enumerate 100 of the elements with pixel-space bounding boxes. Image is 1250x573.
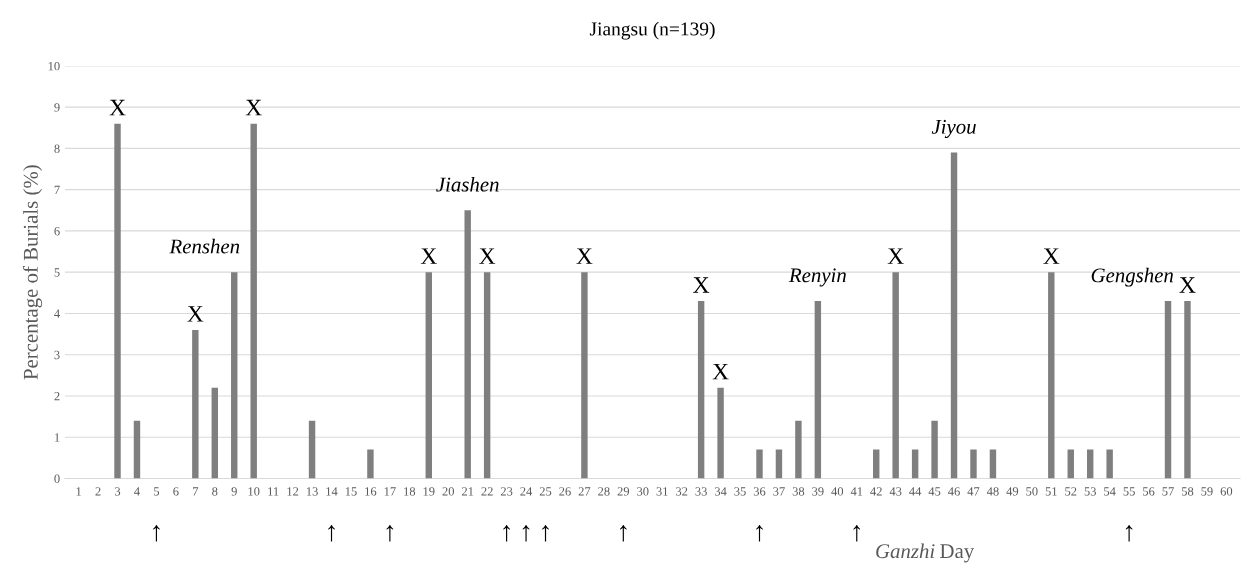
bar: [211, 387, 218, 479]
y-tick-label: 3: [54, 350, 60, 360]
bar: [483, 272, 491, 479]
y-tick-label: 4: [54, 309, 60, 318]
x-tick-label: 22: [481, 487, 493, 496]
x-tick-label: 29: [617, 487, 630, 496]
x-tick-label: 39: [812, 487, 824, 496]
x-tick-label: 9: [231, 487, 237, 496]
bar: [1184, 301, 1191, 479]
bar: [873, 449, 880, 479]
chart-title: Jiangsu (n=139): [589, 21, 715, 40]
x-tick-label: 57: [1162, 487, 1174, 496]
annotation: Gengshen: [1091, 267, 1173, 287]
x-tick-label: 56: [1143, 487, 1155, 496]
x-tick-label: 40: [831, 487, 844, 496]
x-tick-label: 26: [559, 487, 571, 496]
bar: [114, 123, 121, 479]
x-tick-label: 27: [578, 487, 591, 496]
x-tick-label: 24: [520, 487, 533, 496]
x-tick-label: 35: [734, 487, 746, 496]
x-tick-label: 48: [986, 487, 999, 496]
x-tick-label: 15: [345, 487, 357, 496]
bar: [795, 420, 802, 479]
annotation: X: [576, 248, 593, 264]
annotation: X: [187, 306, 204, 322]
bar: [1048, 272, 1055, 479]
x-tick-label: 28: [598, 487, 610, 496]
x-tick-label: 51: [1045, 487, 1057, 496]
bar: [367, 449, 374, 479]
x-tick-label: 20: [442, 487, 455, 496]
annotation: ↑: [386, 525, 394, 542]
annotation: ↑: [542, 525, 549, 542]
x-tick-label: 33: [695, 487, 707, 496]
bar: [1087, 449, 1094, 479]
x-tick-label: 18: [404, 487, 416, 496]
x-tick-label: 55: [1123, 487, 1135, 496]
x-tick-label: 52: [1065, 487, 1077, 496]
x-tick-label: 60: [1220, 487, 1233, 496]
bar: [581, 272, 588, 479]
bar: [970, 449, 977, 479]
annotation: ↑: [756, 525, 763, 542]
x-tick-label: 4: [134, 487, 140, 496]
x-tick-label: 36: [753, 487, 766, 496]
x-tick-label: 38: [792, 487, 805, 496]
annotation: X: [712, 363, 729, 380]
y-axis-title: Percentage of Burials (%): [22, 165, 43, 380]
x-tick-label: 30: [637, 487, 649, 496]
bar: [231, 272, 238, 479]
bar: [775, 449, 783, 479]
annotation: Jiyou: [931, 119, 976, 139]
x-tick-label: 21: [461, 487, 474, 496]
annotation: X: [245, 99, 262, 116]
annotation: ↑: [620, 525, 627, 542]
x-tick-label: 13: [306, 487, 318, 496]
annotation: X: [887, 248, 904, 264]
annotation: X: [1043, 248, 1060, 264]
x-tick-label: 3: [115, 487, 121, 496]
x-tick-label: 59: [1201, 487, 1213, 496]
x-tick-label: 16: [365, 487, 377, 496]
x-tick-label: 53: [1084, 487, 1096, 496]
x-tick-label: 47: [967, 487, 980, 496]
bar: [717, 387, 724, 479]
x-tick-label: 49: [1006, 487, 1019, 496]
bar: [1164, 301, 1172, 479]
x-tick-label: 43: [889, 487, 902, 496]
x-tick-label: 54: [1104, 487, 1116, 496]
x-tick-label: 50: [1026, 487, 1038, 496]
x-tick-label: 45: [928, 487, 941, 496]
bar: [1067, 449, 1074, 479]
y-tick-label: 7: [54, 185, 60, 194]
x-tick-label: 46: [948, 487, 960, 496]
y-tick-label: 6: [54, 226, 60, 236]
annotation: ↑: [522, 525, 530, 542]
bar: [814, 301, 822, 479]
x-tick-label: 23: [500, 487, 513, 496]
bar: [425, 272, 432, 479]
x-tick-label: 10: [248, 487, 260, 496]
x-tick-label: 1: [76, 487, 81, 496]
bar: [950, 152, 958, 479]
bar: [1106, 449, 1113, 479]
annotation: ↑: [853, 525, 861, 542]
y-tick-label: 9: [54, 103, 60, 112]
x-tick-label: 32: [676, 487, 688, 496]
annotation: X: [420, 248, 437, 264]
x-tick-label: 31: [656, 487, 668, 496]
x-tick-label: 17: [384, 487, 396, 496]
annotation: X: [693, 277, 710, 293]
annotation: X: [109, 99, 126, 116]
x-axis-title: Ganzhi Day: [876, 543, 975, 563]
bar: [308, 420, 316, 479]
bar: [250, 123, 257, 479]
x-tick-label: 41: [850, 487, 863, 496]
x-tick-label: 12: [287, 487, 299, 496]
x-tick-label: 42: [870, 487, 882, 496]
bar: [931, 420, 938, 479]
x-tick-label: 14: [326, 487, 338, 496]
bar: [756, 449, 763, 479]
annotation: Renyin: [788, 268, 846, 287]
x-tick-label: 5: [154, 487, 160, 496]
y-tick-label: 10: [48, 61, 60, 71]
